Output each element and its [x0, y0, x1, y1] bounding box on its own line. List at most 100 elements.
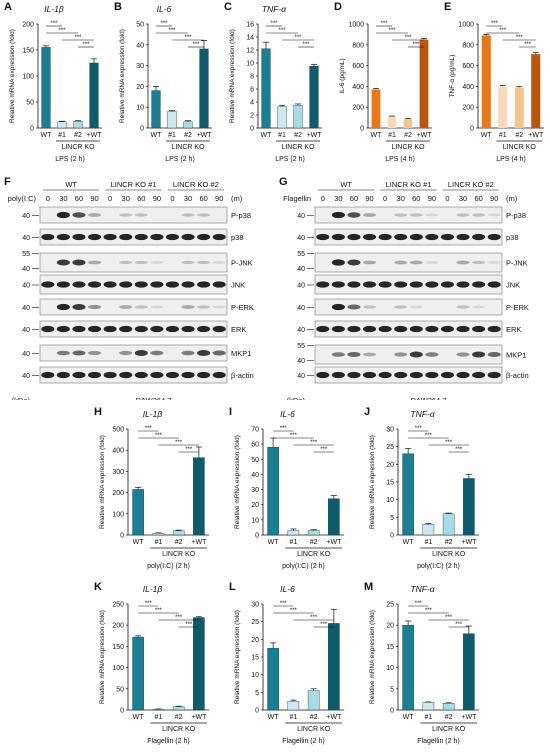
western-blot-F: F WT LINCR KO #1 LINCR KO #2 poly(I:C) 0 30 60 9… — [0, 175, 275, 405]
x-tick-label: WT — [371, 132, 383, 139]
stimulus-label: LPS (4 h) — [385, 156, 415, 163]
blot-band — [197, 233, 211, 241]
significance-stars: *** — [310, 615, 318, 621]
blot-band — [440, 325, 455, 333]
bar-chart-J: J TNF-α 0 5 10 15 20 25 30 Relative mRNA expressi… — [364, 406, 479, 570]
blot-band — [331, 259, 345, 266]
protein-label: P-JNK — [231, 259, 253, 268]
bar — [267, 446, 279, 536]
bar — [132, 489, 144, 536]
blot-band — [409, 260, 423, 265]
stimulus-label: LPS (4 h) — [496, 156, 526, 163]
stimulus-label: Flagellin (2 h) — [282, 738, 324, 745]
panel-letter: B — [114, 1, 122, 13]
blot-band — [197, 213, 211, 217]
blot-strip — [314, 298, 503, 316]
significance-stars: *** — [380, 21, 388, 27]
x-tick-label: WT — [133, 714, 145, 721]
blot-band — [472, 325, 486, 333]
bar — [371, 89, 381, 128]
y-tick-label: 800 — [462, 42, 474, 49]
blot-band — [487, 325, 501, 333]
x-tick-label: WT — [261, 132, 273, 139]
y-tick-label: 10 — [136, 105, 144, 112]
blot-band — [378, 371, 392, 379]
blot-band — [440, 371, 455, 379]
blot-band — [362, 260, 377, 265]
time-label: 60 — [137, 194, 145, 203]
blot-band — [197, 260, 211, 265]
blot-band — [378, 281, 392, 288]
blot-band — [56, 259, 70, 266]
time-label: 0 — [46, 194, 50, 203]
y-tick-label: 30 — [136, 63, 144, 70]
chart-panel-L: L IL-6 0 5 10 15 20 25 30 Relative mRNA expressio… — [225, 580, 350, 750]
blot-band — [72, 233, 86, 241]
bar — [402, 625, 414, 711]
blot-band — [134, 281, 148, 288]
x-tick-label: #1 — [154, 539, 162, 546]
blot-band — [212, 305, 226, 309]
y-tick-label: 5 — [390, 686, 394, 693]
y-tick-label: 50 — [26, 100, 34, 107]
blot-band — [150, 325, 164, 333]
significance-stars: *** — [155, 433, 163, 439]
blot-strip — [314, 320, 503, 338]
blot-strip — [314, 206, 503, 224]
x-tick-label: +WT — [461, 714, 477, 721]
blot-band — [409, 281, 423, 288]
y-tick-label: 8 — [250, 74, 254, 81]
bar-chart-D: D 0 200 400 600 800 1000 IL-6 (pg/mL) WT #1 #2 +WT L… — [334, 1, 432, 163]
blot-band — [378, 233, 392, 241]
x-tick-label: #2 — [175, 539, 183, 546]
kda-axis-label: (kDa) — [287, 396, 306, 400]
significance-stars: *** — [278, 28, 286, 34]
y-tick-label: 0 — [120, 533, 124, 540]
chart-panel-J: J TNF-α 0 5 10 15 20 25 30 Relative mRNA expressi… — [360, 405, 485, 575]
y-tick-label: 25 — [251, 619, 259, 626]
blot-strip — [39, 344, 228, 362]
y-axis-label: Relative mRNA expression (fold) — [9, 29, 16, 123]
blot-band — [440, 233, 455, 241]
x-tick-label: #1 — [424, 714, 432, 721]
blot-band — [347, 259, 361, 266]
time-label: 30 — [184, 194, 192, 203]
blot-strip — [314, 344, 503, 365]
blot-band — [394, 325, 408, 333]
blot-band — [362, 281, 377, 288]
significance-stars: *** — [280, 601, 288, 607]
blot-band — [181, 325, 195, 333]
blot-band — [316, 233, 330, 241]
y-tick-label: 0 — [470, 126, 474, 133]
y-axis-label: Relative mRNA expression (fold) — [234, 435, 241, 529]
significance-stars: *** — [320, 622, 328, 628]
blot-group-label: LINCR KO #2 — [448, 180, 494, 189]
stimulus-label: LPS (2 h) — [275, 156, 305, 163]
significance-stars: *** — [155, 608, 163, 614]
significance-stars: *** — [294, 35, 302, 41]
blot-band — [409, 305, 423, 309]
blot-band — [197, 325, 211, 333]
blot-band — [409, 371, 423, 379]
significance-stars: *** — [290, 608, 298, 614]
bar — [261, 48, 271, 129]
y-tick-label: 16 — [246, 22, 254, 29]
bar — [422, 524, 435, 536]
y-tick-label: 25 — [386, 602, 394, 609]
y-tick-label: 0 — [140, 126, 144, 133]
y-tick-label: 200 — [112, 490, 124, 497]
x-tick-label: +WT — [197, 132, 213, 139]
panel-letter: E — [444, 1, 451, 13]
blot-band — [440, 281, 455, 288]
blot-band — [119, 371, 133, 379]
blot-band — [119, 305, 133, 309]
blot-band — [212, 325, 226, 333]
significance-stars: *** — [185, 622, 193, 628]
y-tick-label: 5 — [390, 515, 394, 522]
group-label: LINCR KO — [171, 144, 205, 151]
group-label: LINCR KO — [162, 551, 196, 558]
blot-band — [56, 281, 70, 288]
y-tick-label: 50 — [116, 686, 124, 693]
kda-marker: 40 — [297, 235, 305, 242]
time-label: 90 — [153, 194, 161, 203]
